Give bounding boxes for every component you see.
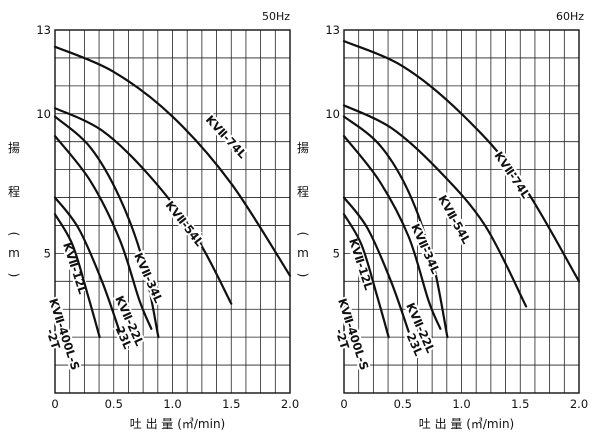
y-axis-label-char: 揚	[297, 141, 309, 155]
y-tick-label: 13	[325, 23, 340, 37]
series-label-2: KVⅡ-34L	[131, 251, 166, 306]
y-tick-label: 10	[325, 107, 340, 121]
series-curve-0	[53, 45, 292, 277]
y-axis-label-char: 程	[297, 184, 309, 199]
chart-panel-50Hz: 50Hz 0 0.5 1.0 1.5 2.0 5 10 13 揚程 ( m) 吐 出 量 (㎥/min)…	[7, 10, 299, 431]
plot-frame	[343, 29, 580, 394]
x-tick-label: 2.0	[570, 397, 588, 411]
y-axis-label-char: (	[7, 232, 21, 237]
chart-panel-60Hz: 60Hz 0 0.5 1.0 1.5 2.0 5 10 13 揚程 ( m) 吐 出 量 (㎥/min)…	[296, 10, 588, 431]
series-curve-1	[53, 107, 233, 305]
series-label-0: KVⅡ-74L	[492, 149, 534, 202]
x-axis-label: 吐 出 量 (㎥/min)	[130, 417, 225, 431]
y-tick-label: 10	[36, 107, 51, 121]
y-axis-label-char: )	[7, 273, 21, 278]
y-tick-label: 5	[333, 246, 340, 260]
frequency-label: 60Hz	[556, 10, 584, 23]
plot-frame	[54, 29, 291, 394]
series-label-0: KVⅡ-74L	[203, 112, 250, 161]
y-axis-label-char: 程	[8, 184, 20, 199]
series-curve-3	[342, 135, 442, 330]
y-axis-label-char: m	[8, 246, 20, 260]
series-curve-2	[53, 115, 160, 339]
series-curve-3	[53, 135, 153, 330]
x-tick-label: 0.5	[394, 397, 412, 411]
series-curve-0	[342, 40, 581, 283]
x-tick-label: 2.0	[281, 397, 299, 411]
series-label-1: KVⅡ-54L	[163, 198, 207, 249]
series-curve-1	[342, 104, 528, 308]
y-axis-label-char: 揚	[8, 141, 20, 155]
series-label-5: KVⅡ-400L-S-2T	[35, 297, 83, 376]
x-tick-label: 0	[51, 397, 58, 411]
series-curve-2	[342, 115, 449, 339]
y-axis-label-char: m	[297, 246, 309, 260]
x-tick-label: 1.0	[163, 397, 181, 411]
frequency-label: 50Hz	[262, 10, 290, 23]
series-curve-5	[53, 213, 101, 339]
x-tick-label: 0	[340, 397, 347, 411]
y-tick-label: 5	[44, 246, 51, 260]
series-curve-5	[342, 213, 390, 339]
y-axis-label-char: (	[296, 232, 310, 237]
x-tick-label: 1.5	[511, 397, 529, 411]
x-tick-label: 1.5	[222, 397, 240, 411]
series-label-5: KVⅡ-400L-S-2T	[324, 297, 372, 376]
x-tick-label: 0.5	[105, 397, 123, 411]
series-curve-4	[342, 196, 410, 333]
y-axis-label-char: )	[296, 273, 310, 278]
x-axis-label: 吐 出 量 (㎥/min)	[419, 417, 514, 431]
y-tick-label: 13	[36, 23, 51, 37]
series-curve-4	[53, 196, 121, 333]
x-tick-label: 1.0	[452, 397, 470, 411]
